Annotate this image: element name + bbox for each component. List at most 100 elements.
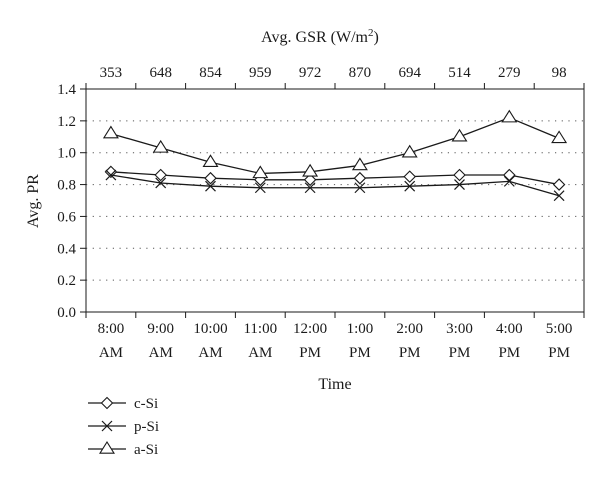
data-point-p-si: [304, 182, 316, 194]
data-point-c-si: [104, 165, 118, 179]
data-point-c-si: [403, 170, 416, 183]
legend: c-Si p-Si a-Si: [88, 396, 159, 458]
data-point-c-si: [453, 168, 466, 182]
y-tick-label: 0.0: [57, 305, 76, 321]
data-point-c-si: [503, 168, 516, 182]
top-tick-label: 98: [552, 65, 567, 81]
y-tick-label: 1.0: [57, 146, 76, 162]
data-point-a-si: [351, 157, 368, 171]
x-tick-label-time: 5:00: [546, 321, 573, 337]
top-tick-label: 694: [398, 65, 421, 81]
x-tick-label: 10:00 AM: [193, 321, 227, 361]
data-point-a-si: [302, 163, 319, 177]
series-line-a-si: [110, 116, 560, 175]
x-tick-label: 12:00 PM: [293, 321, 327, 361]
x-axis-title: Time: [318, 376, 351, 393]
data-point-p-si: [254, 182, 266, 194]
y-tick-label: 1.2: [57, 114, 76, 130]
legend-marker-c-si: [100, 396, 114, 410]
data-point-p-si: [354, 182, 366, 194]
x-tick-label: 3:00 PM: [446, 321, 473, 361]
data-point-c-si: [204, 171, 217, 185]
top-tick-label: 959: [249, 65, 272, 81]
x-tick-label: 11:00 AM: [243, 321, 277, 361]
top-tick-label: 870: [349, 65, 372, 81]
x-tick-label-period: PM: [299, 345, 321, 361]
y-tick-label: 0.8: [57, 178, 76, 194]
x-tick-label: 5:00 PM: [546, 321, 573, 361]
x-tick-label-time: 9:00: [147, 321, 174, 337]
data-point-c-si: [552, 178, 566, 191]
legend-item-c-si: c-Si: [88, 396, 158, 412]
data-point-p-si: [503, 175, 515, 187]
plot-area-frame: [85, 88, 585, 313]
series-line-p-si: [110, 174, 560, 197]
y-tick-label: 0.2: [57, 273, 76, 289]
legend-label: p-Si: [134, 419, 159, 435]
x-tick-label: 4:00 PM: [496, 321, 523, 361]
legend-item-a-si: a-Si: [88, 440, 158, 458]
legend-marker-p-si: [101, 420, 113, 432]
legend-item-p-si: p-Si: [88, 419, 159, 435]
x-tick-label: 2:00 PM: [396, 321, 423, 361]
data-point-p-si: [404, 180, 416, 192]
data-point-c-si: [303, 173, 317, 187]
series-c-si: [104, 165, 566, 191]
data-point-p-si: [454, 179, 465, 190]
data-point-a-si: [152, 139, 169, 153]
data-point-a-si: [551, 130, 568, 144]
series-a-si: [102, 109, 568, 179]
data-point-a-si: [451, 128, 468, 142]
top-tick-label: 648: [149, 65, 172, 81]
x-tick-label-time: 1:00: [347, 321, 374, 337]
x-tick-label-period: AM: [149, 345, 173, 361]
y-tick-label: 1.4: [57, 82, 76, 98]
x-tick-label-period: PM: [548, 345, 570, 361]
x-tick-label-time: 11:00: [243, 321, 277, 337]
x-tick-label-period: PM: [449, 345, 471, 361]
data-point-a-si: [252, 165, 269, 179]
y-axis-ticks: 0.0 0.2 0.4 0.6 0.8 1.0 1.2 1.4: [57, 82, 86, 321]
top-axis-ticks: 353 648 854 959 972 870 694 514 279 98: [85, 65, 585, 89]
top-axis-title-main: Avg. GSR (W/m: [261, 29, 368, 46]
series-line-c-si: [110, 171, 560, 186]
x-tick-label-period: PM: [399, 345, 421, 361]
top-axis-title-superscript: 2: [368, 27, 374, 39]
top-tick-label: 854: [199, 65, 222, 81]
x-tick-label-time: 8:00: [98, 321, 125, 337]
data-point-c-si: [154, 168, 167, 182]
data-point-a-si: [102, 125, 119, 139]
x-tick-label-period: AM: [198, 345, 222, 361]
x-tick-label: 9:00 AM: [147, 321, 174, 361]
top-tick-label: 514: [448, 65, 471, 81]
y-axis-title: Avg. PR: [25, 174, 42, 228]
data-point-p-si: [553, 190, 565, 202]
top-axis-title-end: ): [373, 29, 378, 46]
legend-label: c-Si: [134, 396, 158, 412]
series-group: [102, 109, 568, 202]
top-tick-label: 279: [498, 65, 521, 81]
series-p-si: [105, 169, 565, 202]
x-tick-label-period: AM: [99, 345, 123, 361]
legend-marker-a-si: [99, 440, 115, 454]
top-tick-label: 972: [299, 65, 322, 81]
top-axis-title: Avg. GSR (W/m2): [261, 27, 379, 46]
x-tick-label-time: 2:00: [396, 321, 423, 337]
data-point-a-si: [202, 154, 219, 168]
legend-label: a-Si: [134, 442, 158, 458]
x-tick-label-time: 4:00: [496, 321, 523, 337]
x-tick-label-time: 3:00: [446, 321, 473, 337]
top-tick-label: 353: [100, 65, 123, 81]
x-tick-label-period: PM: [498, 345, 520, 361]
data-point-a-si: [501, 109, 518, 123]
data-point-p-si: [155, 177, 167, 189]
data-point-c-si: [353, 171, 367, 185]
x-tick-label: 1:00 PM: [347, 321, 374, 361]
gridlines: [86, 120, 584, 281]
y-tick-label: 0.4: [57, 241, 76, 257]
x-tick-label: 8:00 AM: [98, 321, 125, 361]
x-tick-label-period: PM: [349, 345, 371, 361]
x-tick-label-time: 10:00: [193, 321, 227, 337]
